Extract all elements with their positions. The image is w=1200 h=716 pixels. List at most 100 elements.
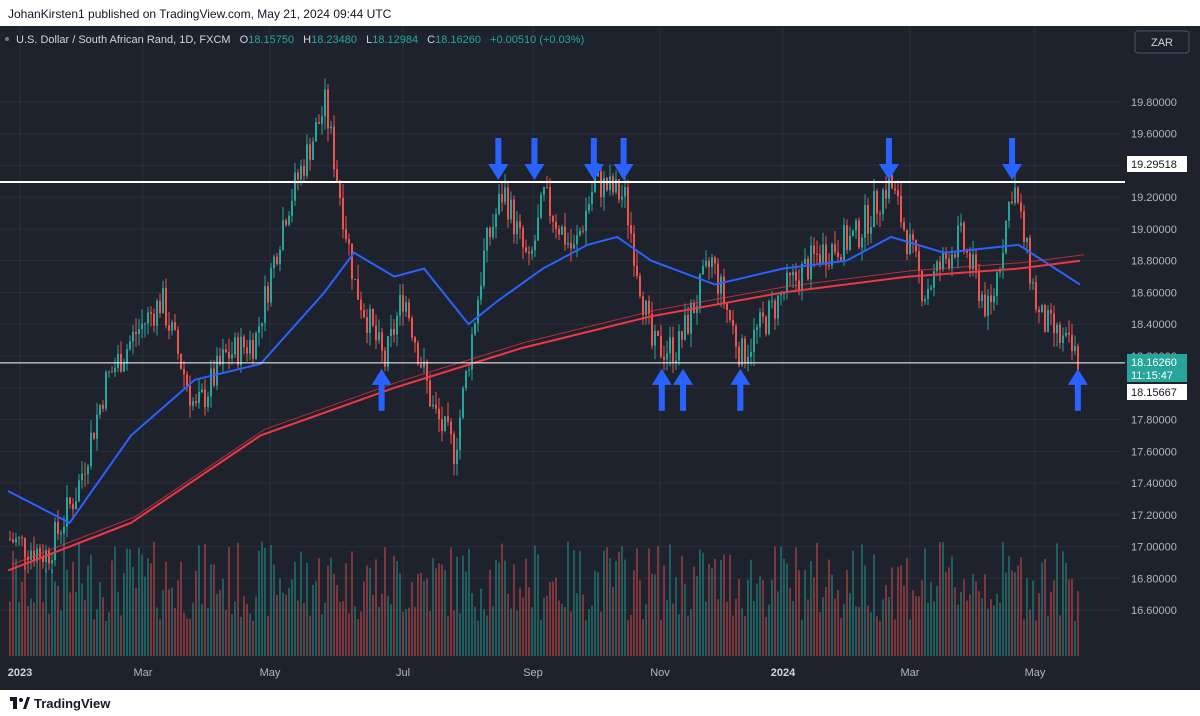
candle-body: [729, 309, 731, 321]
currency-button-frame[interactable]: [1134, 30, 1190, 54]
volume-bar: [879, 620, 881, 656]
volume-bar: [219, 589, 221, 656]
candle-body: [846, 225, 848, 250]
volume-bar: [312, 584, 314, 656]
volume-bar: [924, 548, 926, 656]
volume-bar: [1047, 615, 1049, 656]
annotation-arrows[interactable]: [371, 138, 1088, 411]
candle-body: [1026, 237, 1028, 242]
volume-bar: [1032, 580, 1034, 656]
arrow-up-icon[interactable]: [1067, 368, 1088, 411]
volume-bar: [957, 604, 959, 656]
candle-body: [840, 256, 842, 261]
arrow-up-icon[interactable]: [673, 368, 694, 411]
volume-bar: [675, 577, 677, 656]
arrow-up-icon[interactable]: [371, 368, 392, 411]
chart-area[interactable]: 19.8000019.6000019.4000019.2000019.00000…: [0, 26, 1200, 690]
price-chart[interactable]: 19.8000019.6000019.4000019.2000019.00000…: [0, 26, 1200, 690]
volume-bar: [210, 564, 212, 656]
candle-body: [60, 533, 62, 535]
arrow-down-icon[interactable]: [488, 138, 509, 181]
currency-button-label[interactable]: ZAR: [1151, 37, 1173, 49]
arrow-down-icon[interactable]: [613, 138, 634, 181]
volume-bar: [156, 607, 158, 656]
volume-bar: [954, 587, 956, 656]
arrow-up-icon[interactable]: [730, 368, 751, 411]
volume-bar: [492, 606, 494, 656]
volume-bar: [834, 598, 836, 656]
candle-body: [126, 349, 128, 363]
volume-bar: [483, 609, 485, 656]
candle-body: [957, 225, 959, 258]
candle-body: [96, 414, 98, 439]
time-axis[interactable]: 2023 Mar May Jul Sep Nov 2024 Mar May: [8, 667, 1046, 679]
candle-body: [513, 199, 515, 235]
candle-body: [666, 353, 668, 360]
candle-body: [492, 226, 494, 238]
candle-body: [621, 196, 623, 200]
arrow-down-icon[interactable]: [1002, 138, 1023, 181]
candle-body: [549, 187, 551, 216]
candle-body: [408, 302, 410, 319]
volume-bar: [822, 596, 824, 656]
candle-body: [339, 181, 341, 199]
volume-bar: [906, 557, 908, 656]
horizontal-levels[interactable]: [0, 181, 1125, 364]
volume-bar: [750, 559, 752, 656]
volume-bar: [333, 573, 335, 656]
candle-body: [726, 303, 728, 310]
volume-bar: [678, 614, 680, 656]
candle-body: [993, 295, 995, 303]
volume-bar: [543, 597, 545, 656]
volume-bar: [270, 545, 272, 656]
volume-bar: [891, 567, 893, 656]
high-label: H: [303, 34, 311, 46]
candle-body: [114, 368, 116, 373]
candle-body: [663, 356, 665, 360]
candle-body: [543, 187, 545, 195]
volume-bar: [738, 579, 740, 656]
arrow-down-icon[interactable]: [524, 138, 545, 181]
candle-body: [39, 548, 41, 557]
candle-body: [966, 250, 968, 253]
volume-bar: [825, 587, 827, 656]
volume-bar: [1014, 572, 1016, 656]
volume-bar: [801, 619, 803, 656]
arrow-down-icon[interactable]: [878, 138, 899, 181]
currency-button[interactable]: ZAR: [1134, 30, 1190, 54]
volume-bar: [288, 587, 290, 656]
moving-averages: [7, 235, 1085, 572]
arrow-down-icon[interactable]: [583, 138, 604, 181]
candle-body: [1050, 309, 1052, 314]
volume-bar: [912, 590, 914, 656]
volume-bar: [846, 569, 848, 656]
candle-body: [141, 323, 143, 329]
candle-body: [825, 244, 827, 266]
volume-bar: [525, 558, 527, 656]
volume-bar: [819, 612, 821, 656]
candle-body: [1074, 346, 1076, 352]
volume-bar: [522, 597, 524, 656]
price-tick-label: 18.40000: [1131, 319, 1177, 331]
volume-bar: [843, 604, 845, 656]
volume-bar: [468, 548, 470, 656]
candle-body: [870, 227, 872, 234]
candle-body: [348, 239, 350, 244]
volume-bar: [837, 589, 839, 656]
arrow-up-icon[interactable]: [651, 368, 672, 411]
price-tick-label: 18.60000: [1131, 287, 1177, 299]
candle-body: [429, 380, 431, 407]
volume-bar: [699, 549, 701, 656]
candle-body: [156, 300, 158, 326]
candle-body: [927, 289, 929, 300]
volume-bar: [321, 614, 323, 656]
candle-body: [834, 244, 836, 253]
candle-body: [867, 205, 869, 234]
candle-body: [321, 116, 323, 124]
candle-body: [837, 252, 839, 257]
candle-body: [381, 332, 383, 351]
candle-body: [324, 89, 326, 117]
candle-body: [318, 122, 320, 124]
volume-bar: [132, 566, 134, 656]
volume-bar: [861, 544, 863, 656]
